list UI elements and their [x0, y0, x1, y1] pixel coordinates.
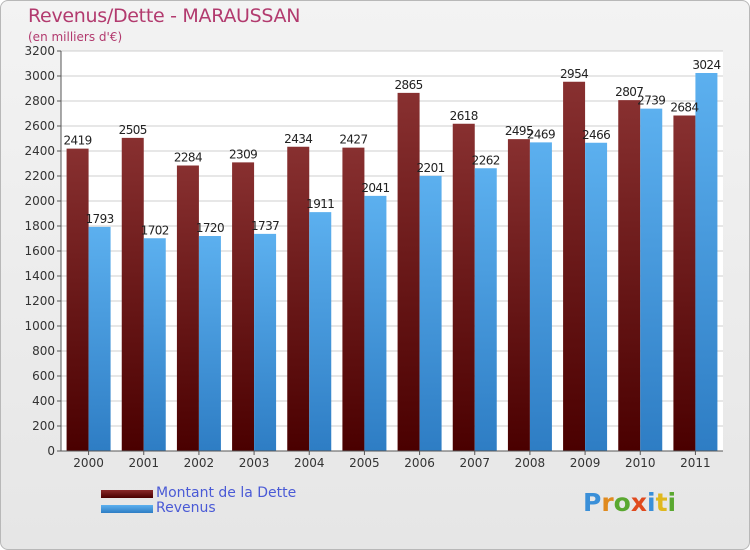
bar-revenus [309, 212, 332, 451]
y-tick-label: 600 [32, 369, 55, 383]
bar-debt [342, 147, 365, 451]
x-tick-label: 2006 [404, 456, 435, 470]
x-tick-label: 2003 [239, 456, 270, 470]
data-label-revenus: 1720 [196, 221, 224, 235]
y-tick-label: 2200 [24, 169, 55, 183]
bar-debt [397, 92, 420, 451]
data-label-revenus: 1793 [86, 212, 114, 226]
data-label-revenus: 2201 [417, 161, 445, 175]
data-label-debt: 2495 [505, 124, 533, 138]
data-label-debt: 2865 [395, 78, 423, 92]
data-label-revenus: 2041 [361, 181, 389, 195]
data-label-revenus: 2262 [472, 153, 500, 167]
bar-debt [563, 81, 586, 451]
x-tick-label: 2001 [128, 456, 159, 470]
y-tick-label: 1600 [24, 244, 55, 258]
x-tick-label: 2002 [184, 456, 215, 470]
data-label-revenus: 2466 [582, 128, 610, 142]
bar-revenus [143, 238, 166, 451]
bar-debt [66, 148, 89, 451]
data-label-debt: 2427 [339, 133, 367, 147]
data-label-revenus: 1911 [306, 197, 334, 211]
y-tick-label: 2000 [24, 194, 55, 208]
bar-revenus [419, 175, 442, 451]
y-tick-label: 3000 [24, 69, 55, 83]
legend-swatch-revenus [101, 505, 153, 513]
x-tick-label: 2008 [515, 456, 546, 470]
y-tick-label: 2400 [24, 144, 55, 158]
x-tick-label: 2005 [349, 456, 380, 470]
y-tick-label: 0 [47, 444, 55, 458]
data-label-debt: 2807 [615, 85, 643, 99]
legend-label-dette: Montant de la Dette [156, 485, 297, 501]
data-label-revenus: 2469 [527, 127, 555, 141]
y-tick-label: 1400 [24, 269, 55, 283]
bar-debt [507, 139, 530, 451]
bar-revenus [198, 236, 221, 451]
bar-debt [176, 165, 199, 451]
legend-label-revenus: Revenus [156, 500, 216, 516]
data-label-debt: 2505 [119, 123, 147, 137]
y-tick-label: 1200 [24, 294, 55, 308]
bar-debt [452, 123, 475, 451]
data-label-debt: 2618 [450, 109, 478, 123]
data-label-debt: 2954 [560, 67, 588, 81]
bar-debt [287, 146, 310, 451]
x-tick-label: 2011 [680, 456, 711, 470]
bar-revenus [364, 195, 387, 451]
data-label-revenus: 2739 [637, 94, 665, 108]
x-tick-label: 2000 [73, 456, 104, 470]
legend-swatch-dette [101, 490, 153, 498]
data-label-debt: 2309 [229, 147, 257, 161]
y-tick-label: 3200 [24, 44, 55, 58]
x-tick-label: 2010 [625, 456, 656, 470]
bar-debt [618, 100, 641, 451]
data-label-revenus: 1737 [251, 219, 279, 233]
y-tick-label: 2600 [24, 119, 55, 133]
bar-revenus [585, 142, 608, 451]
y-tick-label: 1000 [24, 319, 55, 333]
y-tick-label: 1800 [24, 219, 55, 233]
y-tick-label: 400 [32, 394, 55, 408]
bar-revenus [254, 233, 277, 451]
bar-revenus [529, 142, 552, 451]
chart-title: Revenus/Dette - MARAUSSAN [28, 5, 301, 27]
bar-revenus [640, 108, 663, 451]
data-label-debt: 2684 [670, 101, 698, 115]
data-label-debt: 2434 [284, 132, 312, 146]
proxiti-logo: Proxiti [583, 488, 677, 517]
y-tick-label: 200 [32, 419, 55, 433]
y-tick-label: 2800 [24, 94, 55, 108]
data-label-debt: 2284 [174, 151, 202, 165]
x-tick-label: 2007 [459, 456, 490, 470]
data-label-debt: 2419 [64, 134, 92, 148]
x-tick-label: 2009 [570, 456, 601, 470]
data-label-revenus: 1702 [141, 223, 169, 237]
bar-debt [673, 115, 696, 451]
bar-debt [121, 137, 144, 451]
data-label-revenus: 3024 [692, 58, 720, 72]
x-tick-label: 2004 [294, 456, 325, 470]
chart-subtitle: (en milliers d'€) [28, 30, 123, 44]
bar-revenus [474, 168, 497, 451]
bar-revenus [88, 226, 111, 451]
bar-revenus [695, 73, 718, 451]
y-tick-label: 800 [32, 344, 55, 358]
bar-debt [232, 162, 255, 451]
